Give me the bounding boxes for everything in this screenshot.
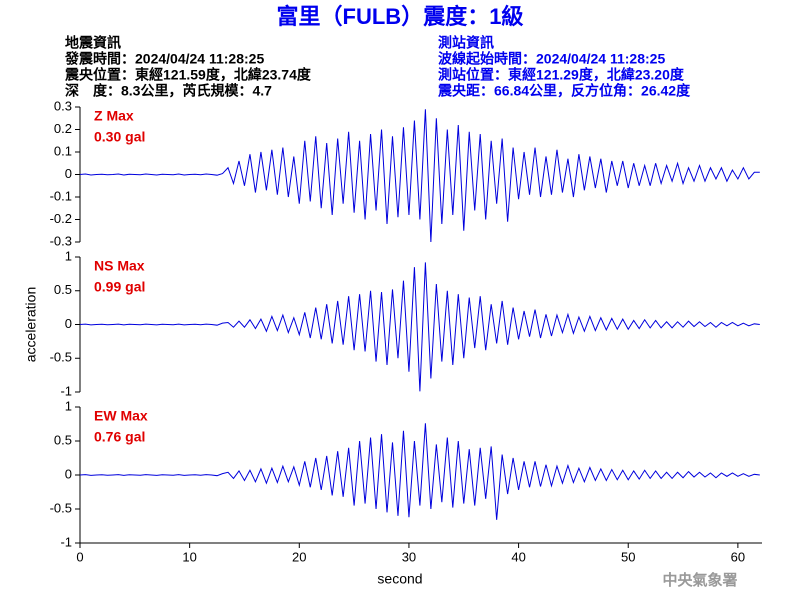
info-line: 波線起始時間：2024/04/24 11:28:25 (438, 51, 665, 67)
info-line: 地震資訊 (65, 35, 121, 51)
component-label: Z Max (94, 108, 134, 124)
x-tick-label: 50 (621, 549, 635, 564)
x-tick-label: 30 (402, 549, 416, 564)
component-label: NS Max (94, 258, 145, 274)
y-tick-label: 1 (65, 398, 72, 413)
component-label: EW Max (94, 408, 148, 424)
y-tick-label: -0.3 (50, 233, 72, 248)
max-label: 0.76 gal (94, 429, 145, 445)
y-tick-label: -1 (60, 383, 72, 398)
info-line: 發震時間：2024/04/24 11:28:25 (64, 51, 264, 67)
y-tick-label: 0.2 (54, 121, 72, 136)
info-line: 測站位置：東經121.29度，北緯23.20度 (438, 67, 685, 83)
info-line: 震央距：66.84公里，反方位角：26.42度 (437, 83, 691, 99)
y-tick-label: 0.1 (54, 143, 72, 158)
waveform (79, 262, 760, 392)
y-tick-label: -0.5 (50, 350, 72, 365)
event-info: 地震資訊 發震時間：2024/04/24 11:28:25 震央位置：東經121… (64, 35, 312, 99)
y-tick-label: 0.5 (54, 282, 72, 297)
footer: 中央氣象署 (662, 571, 737, 589)
x-tick-label: 40 (511, 549, 525, 564)
max-label: 0.99 gal (94, 279, 145, 295)
info-line: 測站資訊 (438, 35, 494, 51)
max-label: 0.30 gal (94, 129, 145, 145)
y-tick-label: -0.2 (50, 211, 72, 226)
x-axis-label: second (377, 571, 422, 587)
y-tick-label: 0.5 (54, 432, 72, 447)
station-info: 測站資訊 波線起始時間：2024/04/24 11:28:25 測站位置：東經1… (437, 35, 691, 99)
y-tick-label: -0.5 (50, 500, 72, 515)
y-tick-label: 1 (65, 248, 72, 263)
info-line: 震央位置：東經121.59度，北緯23.74度 (64, 67, 312, 83)
waveform (79, 423, 760, 520)
chart-title: 富里（FULB）震度：1級 (277, 4, 524, 29)
x-tick-label: 60 (731, 549, 745, 564)
x-tick-label: 10 (182, 549, 196, 564)
y-tick-label: -1 (60, 534, 72, 549)
y-tick-label: 0 (65, 166, 72, 181)
info-line: 深 度：8.3公里，芮氏規模：4.7 (65, 83, 272, 99)
x-tick-label: 0 (76, 549, 83, 564)
y-tick-label: 0 (65, 466, 72, 481)
x-tick-label: 20 (292, 549, 306, 564)
waveform (79, 109, 760, 243)
y-tick-label: -0.1 (50, 188, 72, 203)
y-axis-label: acceleration (23, 287, 39, 363)
y-tick-label: 0 (65, 316, 72, 331)
y-tick-label: 0.3 (54, 98, 72, 113)
